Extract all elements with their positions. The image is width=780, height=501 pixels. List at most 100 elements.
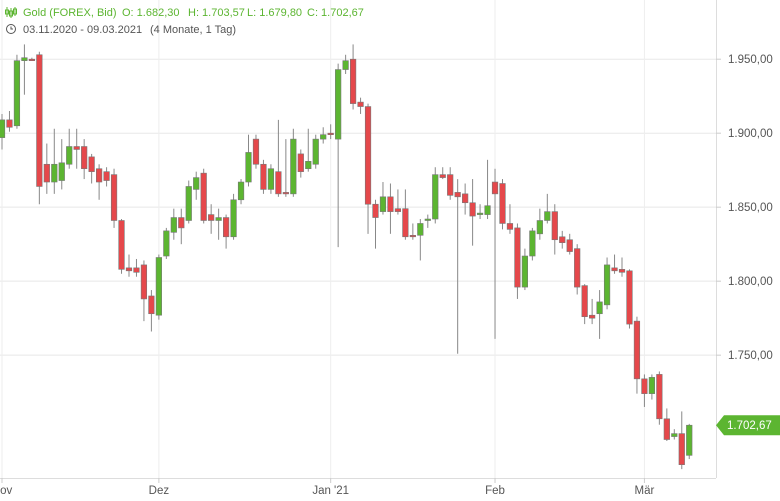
- candle-body: [297, 153, 304, 172]
- candle-body: [103, 171, 110, 181]
- candle-body: [312, 138, 319, 165]
- candle-body: [491, 181, 499, 195]
- y-tick-label: 1.800,00: [728, 276, 773, 288]
- candle-body: [96, 168, 103, 183]
- candle-body: [454, 192, 461, 198]
- candle-body: [589, 314, 596, 319]
- x-tick-label: Mär: [635, 485, 655, 497]
- last-price-badge: [716, 415, 780, 436]
- candle-body: [521, 255, 528, 288]
- candle-body: [275, 171, 282, 195]
- open-label: O: 1.682,30: [122, 7, 180, 19]
- y-tick-label: 1.900,00: [728, 128, 773, 140]
- date-range: 03.11.2020 - 09.03.2021: [23, 24, 142, 36]
- candle-body: [327, 132, 334, 135]
- candle-body: [36, 54, 43, 187]
- candle-body: [536, 220, 543, 235]
- candle-body: [282, 192, 289, 195]
- candle-body: [140, 264, 148, 300]
- candle-body: [499, 183, 506, 224]
- instrument-name: Gold (FOREX, Bid): [23, 7, 117, 19]
- candle-body: [58, 162, 65, 181]
- candle-body: [379, 196, 387, 212]
- candle-body: [387, 196, 394, 212]
- x-tick-label: Dez: [149, 485, 170, 497]
- candle-body: [417, 223, 424, 236]
- candle-body: [574, 248, 581, 288]
- candle-body: [43, 163, 50, 183]
- candle-body: [476, 212, 484, 215]
- candle-body: [559, 236, 566, 243]
- low-label: L: 1.679,80: [247, 7, 302, 19]
- y-tick-label: 1.950,00: [728, 54, 773, 66]
- y-tick-label: 1.750,00: [728, 350, 773, 362]
- candle-body: [394, 208, 402, 212]
- y-tick-label: 1.850,00: [728, 202, 773, 214]
- period: (4 Monate, 1 Tag): [150, 24, 236, 36]
- candle-body: [484, 205, 491, 215]
- candle-body: [88, 156, 95, 172]
- x-tick-label: Jan '21: [312, 485, 349, 497]
- candle-body: [603, 264, 611, 306]
- candle-body: [260, 163, 267, 190]
- candle-body: [81, 146, 88, 170]
- candle-body: [618, 269, 626, 273]
- candle-body: [611, 267, 618, 272]
- candle-body: [13, 60, 21, 127]
- candle-icon: [5, 7, 17, 18]
- candle-body: [335, 69, 342, 140]
- candle-body: [237, 181, 245, 201]
- clock-hand: [10, 26, 13, 30]
- candle-body: [678, 433, 685, 465]
- candle-body: [21, 57, 28, 61]
- candle-body: [671, 433, 678, 437]
- candle-body: [447, 174, 454, 196]
- candle-body: [364, 106, 372, 205]
- candle-body: [110, 174, 118, 221]
- candle-body: [290, 138, 297, 195]
- candle-body: [193, 177, 200, 190]
- candle-body: [372, 203, 379, 218]
- candle-body: [648, 377, 655, 394]
- candle-body: [305, 161, 312, 170]
- candle-body: [133, 267, 140, 273]
- candle-body: [626, 270, 633, 325]
- candle-body: [633, 320, 641, 380]
- candle-body: [349, 58, 357, 104]
- candle-body: [208, 214, 215, 221]
- candle-body: [73, 146, 80, 150]
- candle-body: [357, 101, 364, 107]
- candle-body: [462, 193, 469, 204]
- candle-body: [245, 152, 252, 183]
- candle-body: [28, 58, 35, 61]
- candle-body: [439, 174, 446, 178]
- candle-body: [51, 163, 58, 183]
- candle-body: [402, 208, 409, 238]
- candle-body: [469, 202, 476, 217]
- candle-body: [529, 230, 536, 257]
- candle-body: [6, 119, 13, 128]
- candle-body: [66, 146, 73, 165]
- candle-body: [170, 217, 177, 233]
- candle-body: [506, 223, 514, 230]
- candle-body: [178, 217, 185, 229]
- candle-body: [200, 172, 207, 221]
- candle-body: [215, 217, 222, 221]
- candle-body: [267, 168, 275, 190]
- candle-body: [409, 235, 416, 238]
- candle-body: [686, 424, 693, 456]
- last-price-label: 1.702,67: [727, 420, 772, 432]
- candle-body: [596, 301, 603, 315]
- candle-body: [641, 378, 648, 394]
- candle-body: [230, 199, 237, 238]
- candle-body: [148, 295, 155, 315]
- candle-body: [0, 119, 6, 138]
- candle-body: [342, 60, 349, 70]
- x-tick-label: Feb: [485, 485, 505, 497]
- candle-body: [118, 220, 125, 270]
- candle-body: [663, 418, 670, 440]
- high-label: H: 1.703,57: [188, 7, 245, 19]
- candle-body: [223, 217, 230, 238]
